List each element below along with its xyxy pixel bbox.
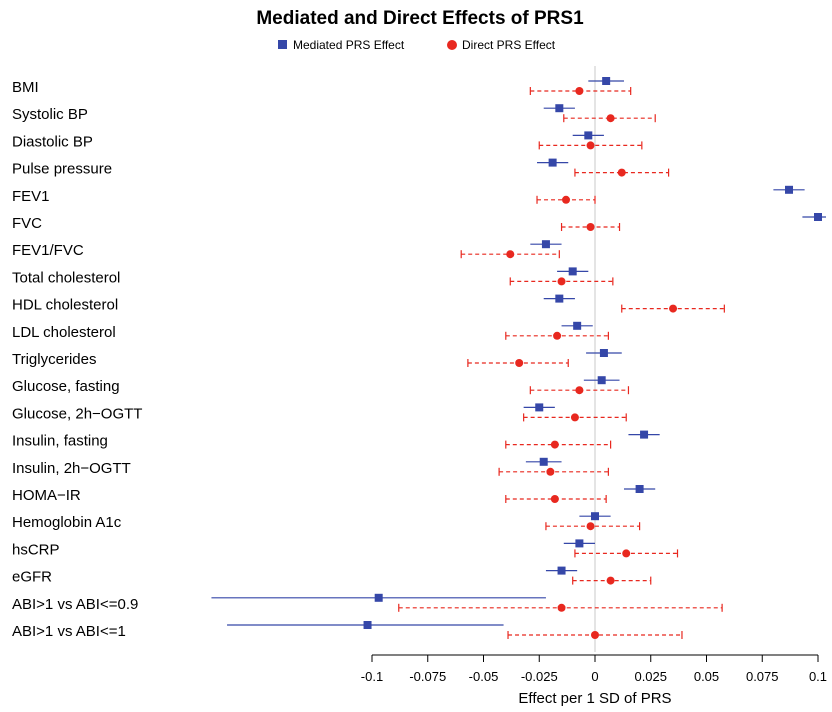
direct-point — [506, 250, 515, 259]
mediated-point — [591, 512, 599, 521]
mediated-point — [575, 539, 584, 548]
mediated-point — [541, 240, 550, 249]
direct-point — [669, 304, 678, 313]
mediated-point — [568, 267, 577, 276]
category-label: FEV1/FVC — [12, 242, 84, 259]
direct-point — [562, 195, 571, 204]
category-label: Insulin, 2h−OGTT — [12, 460, 131, 477]
mediated-point — [548, 158, 557, 167]
mediated-effect-series — [211, 77, 826, 629]
mediated-point — [635, 485, 644, 493]
mediated-point — [374, 593, 383, 602]
legend-label-direct: Direct PRS Effect — [462, 38, 556, 52]
mediated-point — [363, 621, 372, 629]
category-label: Glucose, 2h−OGTT — [12, 405, 142, 422]
direct-point — [557, 603, 566, 612]
legend-label-mediated: Mediated PRS Effect — [293, 38, 405, 52]
chart-title: Mediated and Direct Effects of PRS1 — [256, 8, 584, 29]
category-label: BMI — [12, 79, 39, 96]
category-label: Hemoglobin A1c — [12, 514, 122, 531]
direct-point — [575, 87, 584, 95]
category-label: Insulin, fasting — [12, 433, 108, 450]
direct-point — [515, 359, 524, 367]
mediated-point — [555, 294, 564, 303]
category-label: LDL cholesterol — [12, 324, 116, 341]
mediated-point — [785, 185, 794, 194]
mediated-point — [557, 566, 566, 575]
legend-marker-direct — [447, 40, 457, 50]
x-tick-label: 0 — [591, 669, 598, 684]
x-tick-label: 0.025 — [634, 669, 667, 684]
category-label: Pulse pressure — [12, 161, 112, 178]
x-tick-label: -0.05 — [469, 669, 499, 684]
direct-point — [606, 114, 615, 123]
x-tick-label: -0.025 — [521, 669, 558, 684]
legend-marker-mediated — [278, 40, 287, 49]
mediated-point — [535, 403, 544, 412]
category-label: Total cholesterol — [12, 269, 120, 286]
direct-point — [546, 467, 555, 476]
x-tick-label: 0.075 — [746, 669, 779, 684]
category-label: FVC — [12, 215, 42, 232]
direct-point — [557, 277, 566, 286]
x-axis: -0.1 -0.075 -0.05 -0.025 0 0.025 0.05 0.075 0.1 … — [361, 654, 827, 707]
x-tick-label: -0.075 — [409, 669, 446, 684]
mediated-point — [555, 104, 564, 113]
direct-point — [586, 522, 595, 531]
x-axis-ticks: -0.1 -0.075 -0.05 -0.025 0 0.025 0.05 0.075 0.1 — [361, 655, 827, 684]
x-tick-label: 0.05 — [694, 669, 719, 684]
direct-point — [570, 413, 579, 422]
category-label: Diastolic BP — [12, 133, 93, 150]
direct-point — [586, 141, 595, 150]
legend: Mediated PRS Effect Direct PRS Effect — [278, 38, 556, 52]
mediated-point — [573, 321, 582, 330]
direct-effect-series — [398, 87, 725, 639]
mediated-point — [814, 213, 822, 221]
direct-point — [622, 549, 631, 558]
mediated-point — [640, 430, 649, 439]
direct-point — [586, 223, 595, 231]
mediated-point — [597, 376, 606, 385]
category-label: hsCRP — [12, 541, 60, 558]
mediated-point — [602, 77, 611, 85]
category-label: ABI>1 vs ABI<=0.9 — [12, 596, 138, 613]
category-label: FEV1 — [12, 188, 50, 205]
x-tick-label: -0.1 — [361, 669, 383, 684]
mediated-point — [584, 131, 593, 140]
mediated-point — [599, 349, 608, 357]
direct-point — [550, 440, 559, 449]
x-tick-label: 0.1 — [809, 669, 827, 684]
category-label: Triglycerides — [12, 351, 96, 368]
category-label: Systolic BP — [12, 106, 88, 123]
x-axis-title: Effect per 1 SD of PRS — [518, 690, 671, 707]
direct-point — [606, 576, 615, 585]
direct-point — [575, 386, 584, 395]
category-labels: BMI Systolic BP Diastolic BP Pulse pressure… — [12, 79, 142, 640]
direct-point — [591, 631, 599, 639]
category-label: ABI>1 vs ABI<=1 — [12, 623, 126, 640]
category-label: HDL cholesterol — [12, 297, 118, 314]
category-label: eGFR — [12, 569, 52, 586]
direct-point — [617, 168, 626, 177]
category-label: HOMA−IR — [12, 487, 81, 504]
direct-point — [553, 331, 562, 340]
mediated-point — [539, 457, 548, 466]
category-label: Glucose, fasting — [12, 378, 120, 395]
direct-point — [550, 495, 559, 503]
